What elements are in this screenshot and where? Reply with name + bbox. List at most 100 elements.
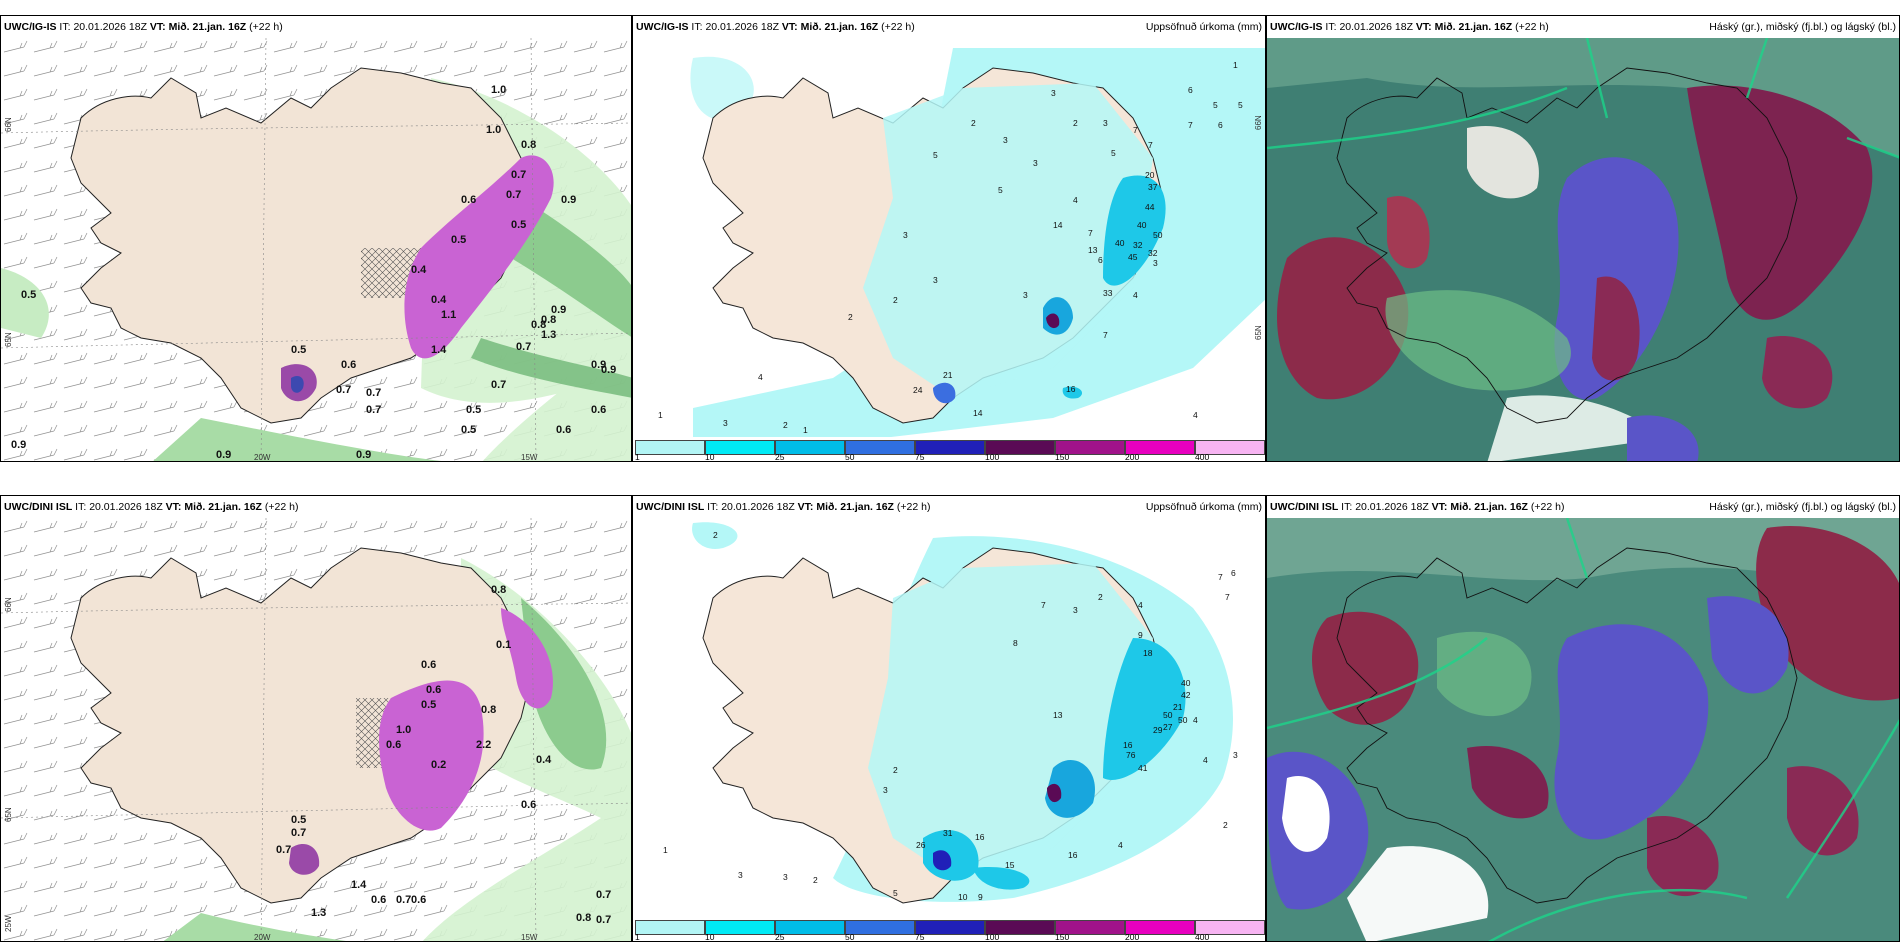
axis-label: 20W [254, 933, 271, 942]
svg-text:33: 33 [1103, 288, 1113, 298]
cloud-map [1267, 518, 1899, 941]
svg-text:24: 24 [913, 385, 923, 395]
svg-text:2: 2 [713, 530, 718, 540]
svg-text:4: 4 [1073, 195, 1078, 205]
wind-value: 1.3 [311, 907, 326, 919]
svg-text:2: 2 [783, 420, 788, 430]
svg-text:1: 1 [803, 425, 808, 435]
svg-text:2: 2 [893, 295, 898, 305]
colorbar-swatch [1125, 920, 1195, 935]
svg-text:2: 2 [848, 312, 853, 322]
colorbar-tick: 200 [1125, 932, 1140, 942]
svg-text:3: 3 [1073, 605, 1078, 615]
panel-precip-dini: UWC/DINI ISL IT: 20.01.2026 18Z VT: Mið.… [632, 495, 1266, 942]
wind-value: 0.6 [426, 684, 441, 696]
svg-text:16: 16 [1066, 384, 1076, 394]
colorbar-swatch [775, 920, 845, 935]
svg-text:27: 27 [1163, 722, 1173, 732]
svg-text:31: 31 [943, 828, 953, 838]
wind-value: 0.5 [466, 404, 481, 416]
wind-value: 0.7 [396, 894, 411, 906]
svg-text:21: 21 [1173, 702, 1183, 712]
svg-text:3: 3 [738, 870, 743, 880]
colorbar-swatch [705, 440, 775, 455]
it-label: IT: [707, 501, 719, 513]
svg-text:1: 1 [658, 410, 663, 420]
init-time: 20.01.2026 18Z [89, 501, 163, 513]
lead-time: (+22 h) [1530, 501, 1565, 513]
wind-value: 0.6 [461, 194, 476, 206]
init-time: 20.01.2026 18Z [721, 501, 795, 513]
svg-text:7: 7 [1148, 140, 1153, 150]
wind-value: 0.4 [411, 264, 427, 276]
panel-header: UWC/DINI ISL IT: 20.01.2026 18Z VT: Mið.… [1, 496, 631, 518]
panel-header: UWC/IG-IS IT: 20.01.2026 18Z VT: Mið. 21… [633, 16, 1265, 38]
panel-title: Uppsöfnuð úrkoma (mm) [1145, 501, 1262, 513]
wind-map: 0.8 0.1 0.6 0.8 0.5 0.6 1.0 0.7 0.2 2.2 … [1, 518, 631, 942]
svg-text:2: 2 [1223, 820, 1228, 830]
wind-value: 0.9 [11, 439, 26, 451]
panel-cloud-ig: UWC/IG-IS IT: 20.01.2026 18Z VT: Mið. 21… [1266, 15, 1900, 462]
colorbar-tick: 400 [1195, 452, 1210, 462]
svg-text:2: 2 [1073, 118, 1078, 128]
colorbar-swatch [635, 440, 705, 455]
colorbar: 1 10 25 50 75 100 150 200 400 [633, 917, 1265, 941]
wind-value: 2.2 [476, 739, 491, 751]
svg-text:9: 9 [1138, 630, 1143, 640]
colorbar-tick: 25 [775, 932, 785, 942]
svg-text:20: 20 [1145, 170, 1155, 180]
svg-text:6: 6 [1218, 120, 1223, 130]
svg-text:1: 1 [663, 845, 668, 855]
panel-title: Uppsöfnuð úrkoma (mm) [1145, 21, 1262, 33]
wind-value: 0.8 [491, 584, 506, 596]
it-label: IT: [691, 21, 703, 33]
axis-label: 25W [4, 915, 13, 932]
svg-text:2: 2 [893, 765, 898, 775]
colorbar-swatch [1055, 440, 1125, 455]
svg-text:3: 3 [783, 872, 788, 882]
colorbar-tick: 150 [1055, 452, 1070, 462]
valid-time: Mið. 21.jan. 16Z [168, 21, 247, 33]
wind-value: 0.8 [481, 704, 496, 716]
lead-time: (+22 h) [264, 501, 299, 513]
init-time: 20.01.2026 18Z [73, 21, 147, 33]
wind-value: 0.4 [431, 294, 447, 306]
colorbar-tick: 50 [845, 932, 855, 942]
wind-value: 0.4 [536, 754, 552, 766]
svg-text:7: 7 [1133, 125, 1138, 135]
wind-value: 0.6 [411, 894, 426, 906]
panel-title: Háský (gr.), miðský (fj.bl.) og lágský (… [1709, 21, 1896, 33]
svg-text:4: 4 [758, 372, 763, 382]
colorbar-swatch [1195, 920, 1265, 935]
lead-time: (+22 h) [896, 501, 931, 513]
vt-label: VT: [797, 501, 814, 513]
init-time: 20.01.2026 18Z [1355, 501, 1429, 513]
svg-text:9: 9 [978, 892, 983, 902]
wind-value: 0.5 [421, 699, 436, 711]
svg-text:50: 50 [1163, 710, 1173, 720]
svg-text:3: 3 [933, 275, 938, 285]
colorbar-tick: 1 [635, 932, 640, 942]
svg-text:21: 21 [943, 370, 953, 380]
panel-wind-dini: UWC/DINI ISL IT: 20.01.2026 18Z VT: Mið.… [0, 495, 632, 942]
valid-time: Mið. 21.jan. 16Z [1434, 21, 1513, 33]
colorbar-tick: 75 [915, 932, 925, 942]
svg-text:5: 5 [893, 888, 898, 898]
wind-value: 0.9 [551, 304, 566, 316]
svg-text:2: 2 [971, 118, 976, 128]
colorbar-swatch [915, 920, 985, 935]
wind-value: 0.7 [491, 379, 506, 391]
lead-time: (+22 h) [249, 21, 283, 33]
lead-time: (+22 h) [881, 21, 915, 33]
wind-value: 0.7 [596, 914, 611, 926]
svg-text:3: 3 [883, 785, 888, 795]
wind-value: 0.7 [596, 889, 611, 901]
svg-text:3: 3 [1103, 118, 1108, 128]
wind-value: 0.8 [531, 319, 546, 331]
axis-label: 15W [521, 933, 538, 942]
it-label: IT: [59, 21, 71, 33]
wind-value: 0.6 [386, 739, 401, 751]
wind-value: 1.4 [351, 879, 367, 891]
wind-value: 0.1 [496, 639, 511, 651]
svg-text:32: 32 [1133, 240, 1143, 250]
